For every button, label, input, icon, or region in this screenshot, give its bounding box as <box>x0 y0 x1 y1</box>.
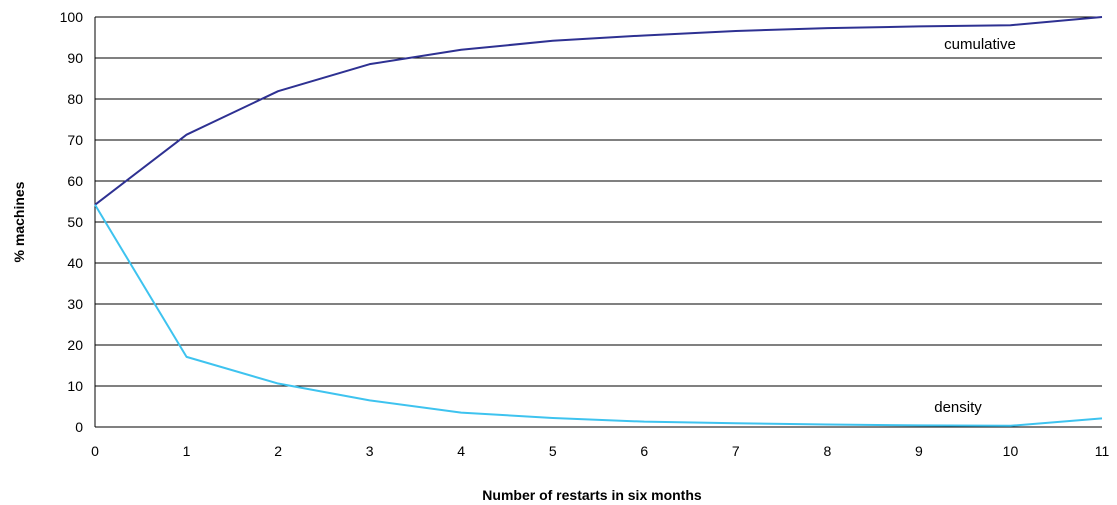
y-tick-label: 50 <box>67 214 83 230</box>
y-tick-label: 100 <box>60 9 84 25</box>
x-tick-label: 0 <box>91 443 99 459</box>
y-axis-title: % machines <box>11 181 27 262</box>
series-lines <box>94 16 1103 427</box>
x-tick-label: 3 <box>366 443 374 459</box>
series-line-cumulative <box>94 16 1103 206</box>
y-tick-label: 60 <box>67 173 83 189</box>
x-tick-label: 11 <box>1095 443 1110 459</box>
gridlines <box>95 16 1102 428</box>
y-tick-label: 0 <box>75 419 83 435</box>
y-tick-label: 70 <box>67 132 83 148</box>
series-labels: cumulative density <box>934 36 1016 416</box>
y-tick-label: 40 <box>67 255 83 271</box>
series-line-density <box>94 204 1103 427</box>
y-tick-label: 90 <box>67 50 83 66</box>
y-tick-label: 20 <box>67 337 83 353</box>
y-tick-label: 80 <box>67 91 83 107</box>
y-tick-label: 10 <box>67 378 83 394</box>
x-axis-title: Number of restarts in six months <box>482 487 702 503</box>
x-tick-label: 6 <box>640 443 648 459</box>
x-tick-label: 2 <box>274 443 282 459</box>
y-tick-labels: 0 10 20 30 40 50 60 70 80 90 100 <box>60 9 84 435</box>
x-tick-labels: 0 1 2 3 4 5 6 7 8 9 10 11 <box>91 443 1109 459</box>
x-tick-label: 7 <box>732 443 740 459</box>
series-label-density: density <box>934 399 982 416</box>
x-tick-label: 10 <box>1003 443 1019 459</box>
y-tick-label: 30 <box>67 296 83 312</box>
x-tick-label: 5 <box>549 443 557 459</box>
x-tick-label: 4 <box>457 443 465 459</box>
x-tick-label: 8 <box>823 443 831 459</box>
x-tick-label: 1 <box>183 443 191 459</box>
series-label-cumulative: cumulative <box>944 36 1016 53</box>
x-tick-label: 9 <box>915 443 923 459</box>
